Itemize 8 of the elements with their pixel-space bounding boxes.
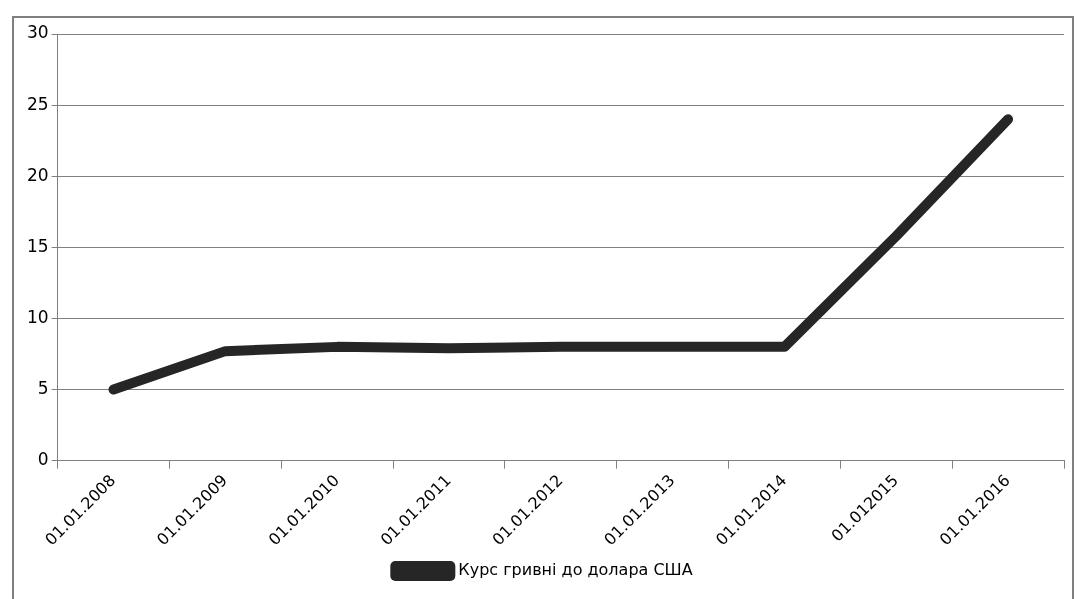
y-tick-label: 30: [26, 22, 49, 43]
y-tick-label: 15: [26, 235, 49, 256]
legend-label: Курс гривні до долара США: [458, 560, 693, 580]
y-tick-label: 0: [37, 449, 49, 470]
y-tick-label: 25: [26, 93, 49, 114]
y-tick-label: 5: [37, 377, 49, 398]
y-tick-label: 20: [26, 164, 49, 185]
y-tick-label: 10: [26, 306, 49, 327]
